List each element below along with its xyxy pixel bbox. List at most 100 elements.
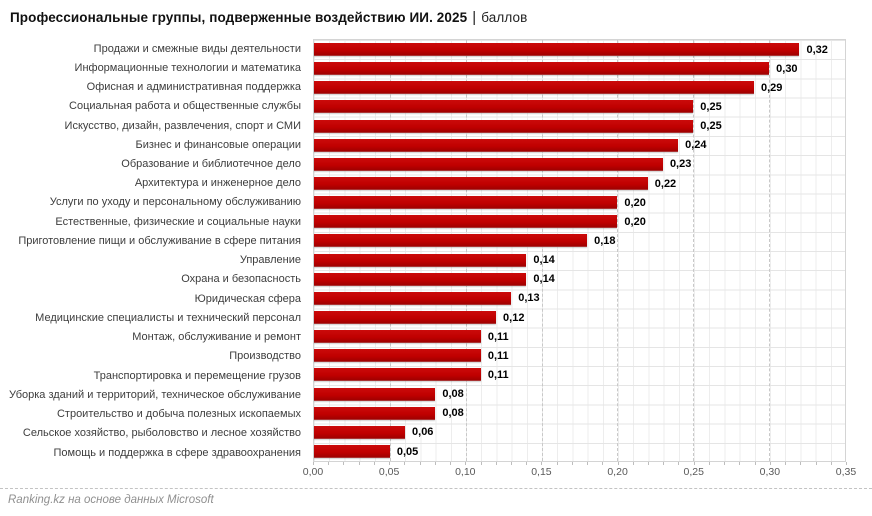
value-label: 0,13 — [518, 292, 540, 305]
bar — [314, 425, 406, 439]
category-label: Архитектура и инженерное дело — [134, 177, 301, 190]
minor-tick — [434, 462, 436, 465]
bar — [314, 119, 694, 133]
x-tick-label: 0,10 — [455, 466, 476, 478]
category-label: Производство — [229, 350, 301, 363]
value-label: 0,14 — [533, 273, 555, 286]
value-label: 0,22 — [654, 177, 677, 190]
category-label: Управление — [239, 254, 301, 267]
bar — [314, 196, 618, 210]
bar-row: 0,29 — [314, 78, 845, 97]
minor-tick — [830, 462, 832, 465]
category-label: Юридическая сфера — [194, 292, 301, 305]
major-gridline — [693, 40, 695, 461]
value-label: 0,14 — [533, 254, 555, 267]
category-label: Естественные, физические и социальные на… — [55, 215, 301, 228]
chart-title-suffix: баллов — [481, 10, 528, 25]
category-label: Информационные технологии и математика — [74, 61, 301, 74]
minor-tick — [313, 462, 314, 465]
minor-tick — [389, 462, 391, 465]
minor-tick — [846, 462, 847, 465]
minor-tick — [648, 462, 650, 465]
bar — [314, 387, 436, 401]
minor-tick — [541, 462, 543, 465]
bar — [314, 100, 694, 114]
x-axis: 0,00 0,05 0,10 0,15 0,20 0,25 0,30 0,35 — [303, 462, 856, 480]
minor-tick — [404, 462, 406, 465]
category-label: Транспортировка и перемещение грузов — [93, 369, 301, 382]
bar — [314, 177, 648, 191]
minor-tick — [693, 462, 695, 465]
minor-tick — [587, 462, 589, 465]
bar — [314, 311, 497, 325]
minor-tick — [526, 462, 528, 465]
bar — [314, 234, 588, 248]
category-label: Офисная и административная поддержка — [86, 81, 301, 94]
bar-row: 0,32 — [314, 40, 845, 59]
value-label: 0,11 — [487, 330, 509, 343]
category-label: Бизнес и финансовые операции — [135, 138, 302, 151]
bar-row: 0,22 — [314, 174, 845, 193]
bar-row: 0,18 — [314, 231, 845, 250]
minor-tick — [708, 462, 710, 465]
major-gridline — [769, 40, 771, 461]
value-label: 0,08 — [442, 407, 464, 420]
value-label: 0,11 — [487, 368, 509, 381]
major-gridline — [465, 40, 467, 461]
value-label: 0,23 — [669, 158, 692, 171]
minor-tick — [556, 462, 558, 465]
value-label: 0,06 — [412, 426, 434, 439]
x-tick-label: 0,35 — [835, 466, 857, 478]
bar-row: 0,11 — [314, 327, 845, 346]
bar — [314, 445, 390, 459]
minor-tick — [785, 462, 787, 465]
minor-tick — [358, 462, 360, 465]
category-label: Уборка зданий и территорий, техническое … — [8, 388, 301, 401]
value-label: 0,08 — [442, 388, 464, 401]
bar — [314, 406, 436, 420]
minor-tick — [678, 462, 680, 465]
value-label: 0,30 — [776, 62, 798, 75]
bar-row: 0,25 — [314, 97, 845, 116]
bar-row: 0,11 — [314, 365, 845, 384]
bar — [314, 215, 618, 229]
category-label: Помощь и поддержка в сфере здравоохранен… — [53, 446, 301, 459]
bar-row: 0,30 — [314, 59, 845, 78]
bar — [314, 81, 754, 95]
major-gridline — [617, 40, 619, 461]
category-label: Строительство и добыча полезных ископаем… — [56, 408, 301, 421]
major-gridline — [389, 40, 391, 461]
bar-row: 0,14 — [314, 251, 845, 270]
category-label: Приготовление пищи и обслуживание в сфер… — [18, 234, 301, 247]
bar-row: 0,25 — [314, 117, 845, 136]
category-label: Продажи и смежные виды деятельности — [93, 42, 301, 55]
minor-tick — [754, 462, 756, 465]
minor-tick — [617, 462, 619, 465]
x-tick-label: 0,30 — [759, 466, 781, 478]
bar-row: 0,23 — [314, 155, 845, 174]
bar-row: 0,06 — [314, 423, 845, 442]
minor-tick — [724, 462, 726, 465]
value-label: 0,29 — [760, 81, 783, 94]
x-tick-label: 0,00 — [302, 466, 324, 478]
plot-area: 0,32 0,30 0,29 0,25 0,25 0,24 0,23 0,22 0,20 0,20… — [313, 39, 846, 462]
chart-title: Профессиональные группы, подверженные во… — [10, 9, 527, 26]
bar-row: 0,08 — [314, 404, 845, 423]
minor-tick — [571, 462, 573, 465]
bar-row: 0,05 — [314, 442, 845, 461]
minor-tick — [373, 462, 375, 465]
minor-tick — [602, 462, 604, 465]
x-tick-label: 0,05 — [378, 466, 400, 478]
category-labels: Продажи и смежные виды деятельности Инфор… — [0, 39, 307, 462]
value-label: 0,24 — [685, 139, 707, 152]
minor-tick — [769, 462, 771, 465]
value-label: 0,20 — [624, 215, 646, 228]
minor-tick — [450, 462, 452, 465]
minor-tick — [815, 462, 817, 465]
x-tick-label: 0,20 — [607, 466, 628, 478]
bar — [314, 349, 481, 363]
category-label: Медицинские специалисты и технический пе… — [35, 311, 301, 324]
bar-row: 0,24 — [314, 136, 845, 155]
chart-title-main: Профессиональные группы, подверженные во… — [10, 10, 468, 25]
